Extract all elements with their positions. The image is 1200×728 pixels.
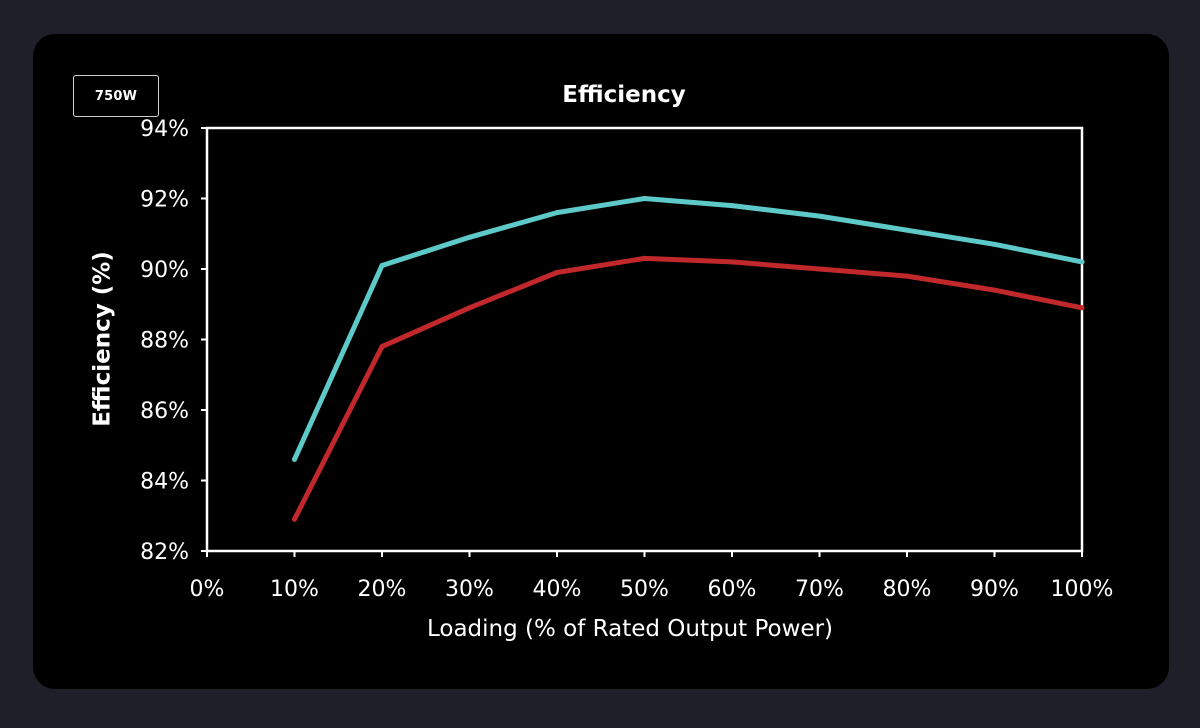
series-1-point bbox=[817, 213, 822, 219]
series-1-point bbox=[904, 227, 910, 233]
y-tick-label: 92% bbox=[140, 188, 189, 213]
series-2-point bbox=[817, 266, 822, 272]
series-1-point bbox=[379, 262, 385, 268]
series-2-point bbox=[992, 287, 997, 293]
y-tick-label: 84% bbox=[140, 470, 189, 495]
series-2-point bbox=[292, 516, 297, 522]
series-1-point bbox=[292, 456, 297, 462]
series-1-point bbox=[467, 234, 472, 240]
wattage-badge[interactable]: 750W bbox=[73, 75, 159, 117]
efficiency-chart: Efficiency Efficiency (%) Loading (% of … bbox=[90, 82, 1114, 642]
y-tick-label: 88% bbox=[140, 329, 189, 354]
x-tick-label: 100% bbox=[1051, 577, 1114, 602]
x-tick-label: 30% bbox=[445, 577, 494, 602]
x-tick-label: 40% bbox=[533, 577, 582, 602]
series-2-point bbox=[729, 259, 735, 265]
x-tick-label: 80% bbox=[883, 577, 932, 602]
y-tick-label: 90% bbox=[140, 258, 189, 283]
series-1-point bbox=[1079, 259, 1085, 265]
chart-title: Efficiency bbox=[562, 82, 685, 108]
x-axis-label: Loading (% of Rated Output Power) bbox=[427, 616, 833, 642]
y-axis-label: Efficiency (%) bbox=[90, 251, 116, 427]
x-tick-label: 90% bbox=[970, 577, 1019, 602]
series-line-1 bbox=[292, 196, 1085, 462]
plot-frame bbox=[205, 126, 1084, 553]
series-1-point bbox=[729, 203, 735, 209]
x-tick-label: 0% bbox=[190, 577, 225, 602]
x-tick-label: 20% bbox=[358, 577, 407, 602]
chart-card: 750W Efficiency Efficiency (%) Loading (… bbox=[33, 34, 1169, 689]
series-1-point bbox=[992, 241, 997, 247]
x-tick-label: 70% bbox=[795, 577, 844, 602]
x-tick-label: 50% bbox=[620, 577, 669, 602]
series-2-point bbox=[554, 270, 560, 276]
series-2-point bbox=[642, 255, 647, 261]
series-1-point bbox=[642, 196, 647, 201]
x-tick-label: 60% bbox=[708, 577, 757, 602]
y-tick-label: 82% bbox=[140, 540, 189, 565]
series-1-point bbox=[554, 210, 560, 216]
series-2-point bbox=[1079, 305, 1085, 311]
x-tick-label: 10% bbox=[270, 577, 319, 602]
y-tick-label: 86% bbox=[140, 399, 189, 424]
series-2-point bbox=[379, 344, 385, 350]
series-line-2 bbox=[292, 255, 1085, 522]
series-2-point bbox=[904, 273, 910, 279]
y-tick-label: 94% bbox=[140, 117, 189, 142]
series-2-point bbox=[467, 305, 472, 311]
